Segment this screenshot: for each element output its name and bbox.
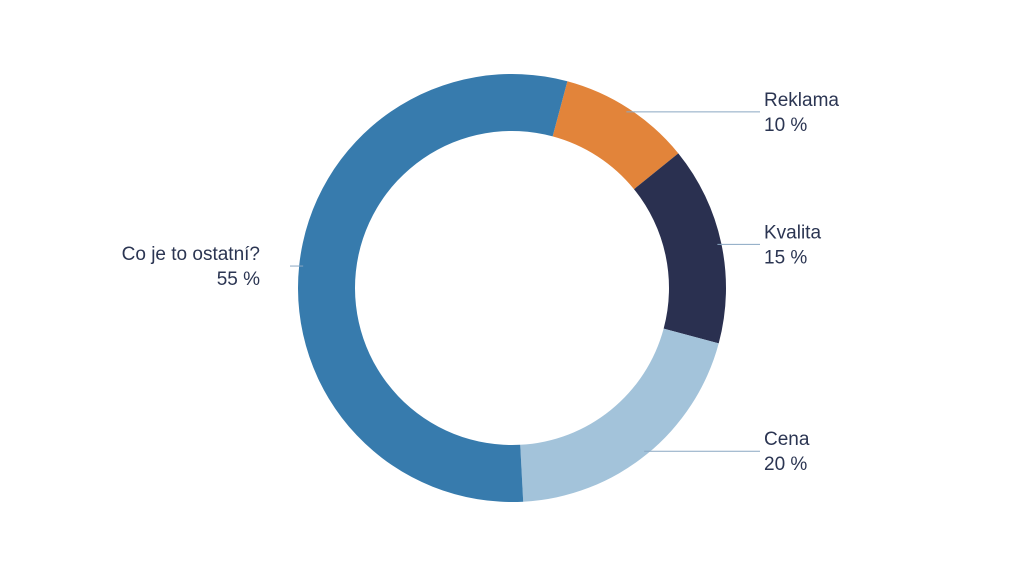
slice-kvalita (634, 153, 726, 344)
slice-label-cena: Cena (764, 429, 810, 450)
slice-value-co-je-to-ostatni: 55 % (217, 269, 260, 290)
slice-label-reklama: Reklama (764, 90, 839, 111)
slice-reklama (552, 81, 679, 190)
slice-value-cena: 20 % (764, 454, 807, 475)
slice-co-je-to-ostatni (297, 73, 568, 503)
slice-label-kvalita: Kvalita (764, 222, 821, 243)
slice-value-kvalita: 15 % (764, 247, 807, 268)
slice-cena (520, 328, 719, 502)
slice-label-co-je-to-ostatni: Co je to ostatní? (122, 244, 260, 265)
leader-lines-group (290, 111, 760, 452)
slices-group (297, 73, 726, 503)
slice-labels-group: Reklama 10 % Kvalita 15 % Cena 20 % Co je to o… (122, 90, 840, 475)
slice-value-reklama: 10 % (764, 115, 807, 136)
